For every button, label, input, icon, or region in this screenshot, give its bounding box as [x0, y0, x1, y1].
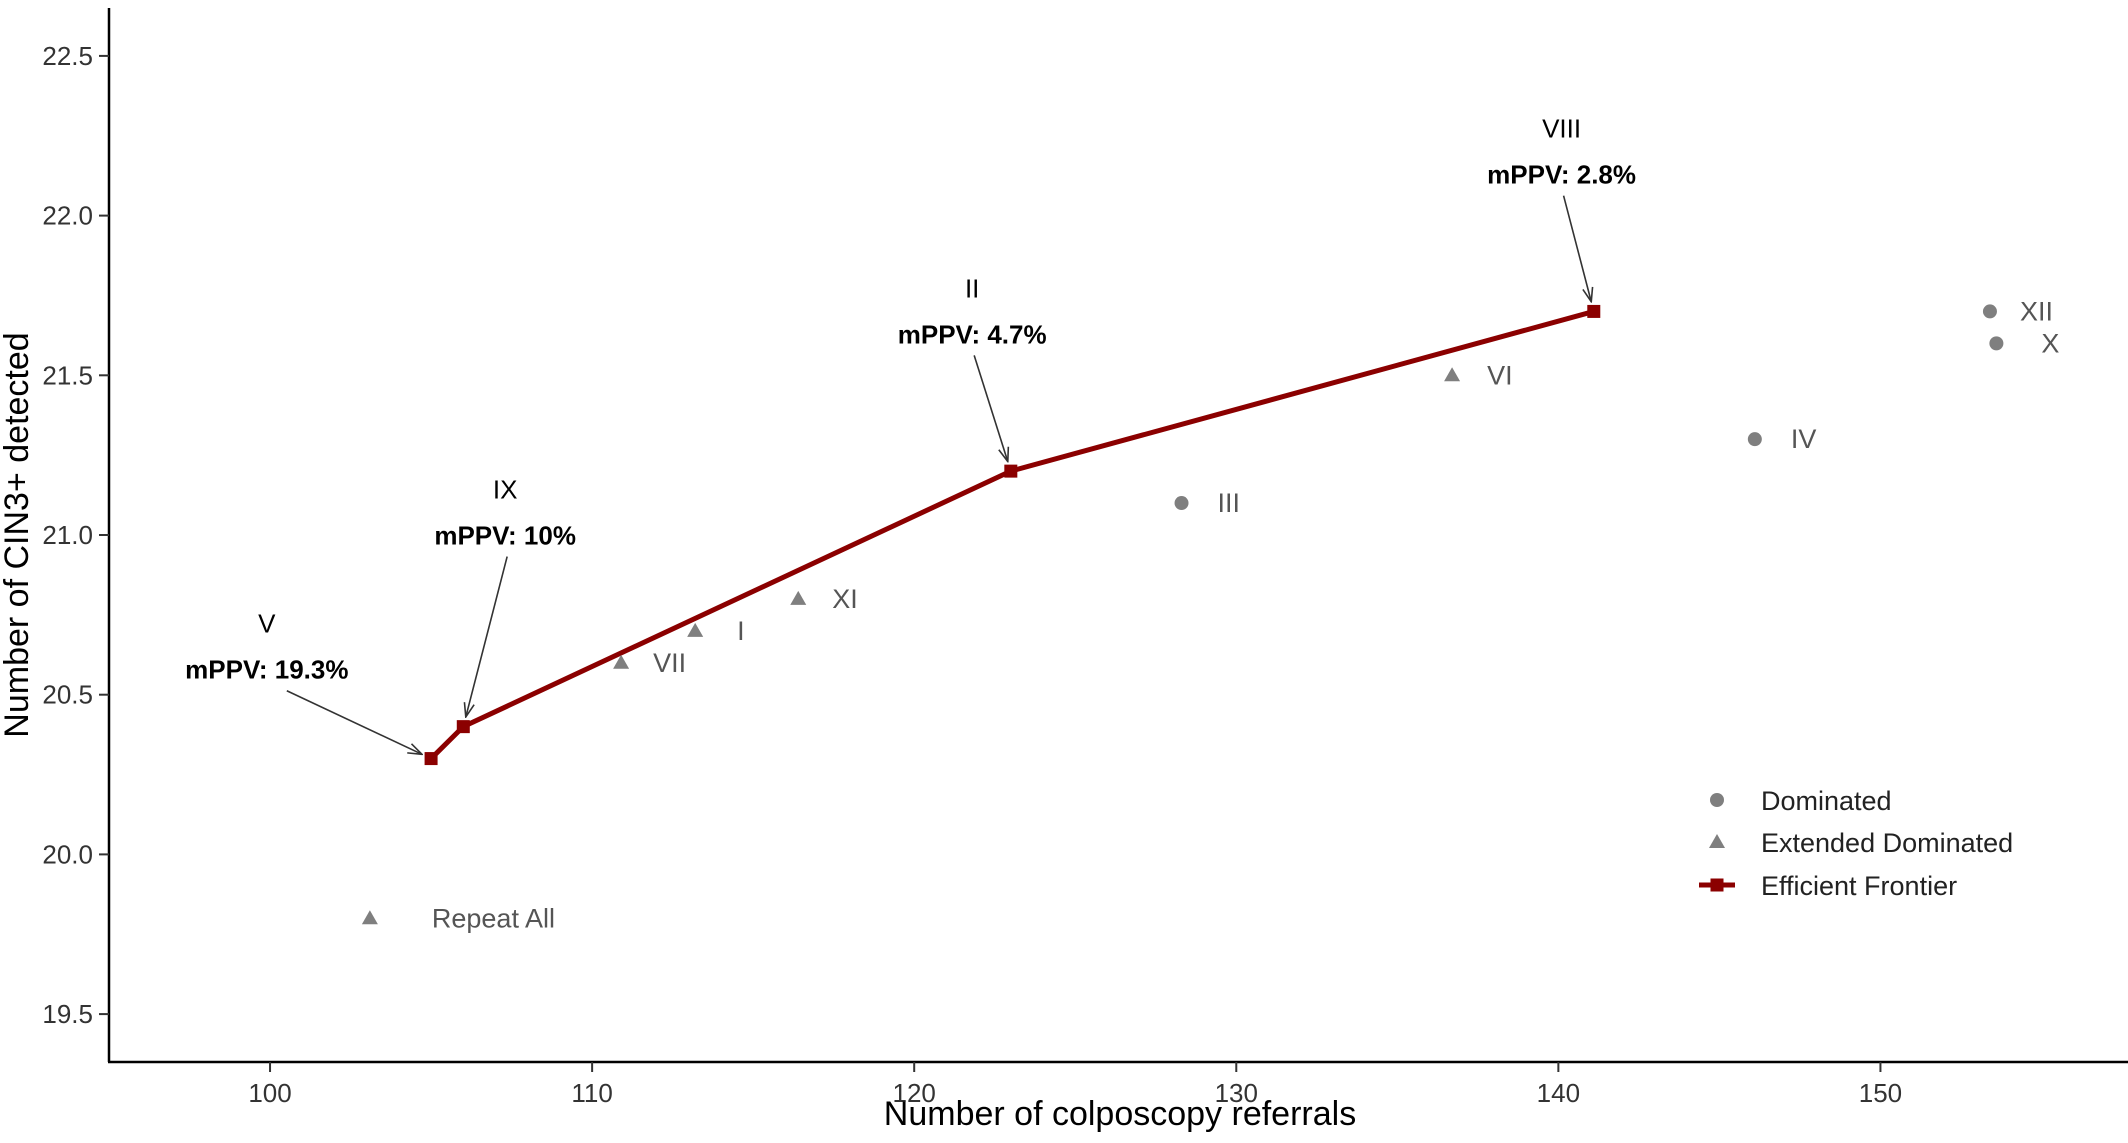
point-label-x: X [2041, 328, 2059, 358]
y-tick-label: 22.0 [42, 201, 93, 231]
point-label-repeat-all: Repeat All [432, 903, 555, 933]
legend-label-extended-dominated: Extended Dominated [1761, 828, 2013, 858]
annotation-name-viii: VIII [1542, 114, 1581, 144]
dominated-point-iii [1174, 496, 1189, 511]
point-label-i: I [737, 616, 745, 646]
x-tick-label: 120 [893, 1078, 936, 1108]
extended-dominated-point-vi [1444, 367, 1461, 382]
annotation-value-ix: mPPV: 10% [434, 521, 576, 551]
ticks: 100 110 120 130 140 150 19.5 20.0 20.5 21.0 21.5 22… [42, 41, 1902, 1108]
extended-dominated-point-vii [613, 654, 630, 669]
extended-dominated-point-i [687, 622, 704, 637]
legend-label-efficient-frontier: Efficient Frontier [1761, 871, 1957, 901]
x-axis-title: Number of colposcopy referrals [884, 1095, 1356, 1133]
x-tick-label: 100 [248, 1078, 291, 1108]
frontier-point-ix [456, 720, 470, 734]
annotation-name-v: V [258, 609, 276, 639]
point-label-vi: VI [1487, 360, 1513, 390]
legend-key-dominated [1710, 793, 1724, 807]
x-tick-label: 150 [1859, 1078, 1902, 1108]
extended-dominated-point-xi [790, 590, 807, 605]
frontier-point-v [424, 752, 438, 766]
frontier-point-ii [1004, 464, 1018, 478]
annotation-value-ii: mPPV: 4.7% [898, 319, 1047, 349]
dominated-point-iv [1747, 432, 1762, 447]
legend: Dominated Extended Dominated Efficient Fro… [1699, 786, 2013, 901]
y-tick-label: 21.0 [42, 520, 93, 550]
frontier-point-viii [1587, 304, 1601, 318]
annotation-name-ii: II [965, 273, 979, 303]
y-tick-label: 20.5 [42, 680, 93, 710]
annotation-arrow-ix [466, 556, 508, 717]
x-tick-label: 110 [571, 1078, 612, 1108]
legend-key-extended-dominated [1709, 834, 1725, 848]
extended-dominated-point-repeat-all [361, 910, 378, 925]
efficient-frontier-line [429, 309, 1595, 761]
y-tick-label: 19.5 [42, 999, 93, 1029]
x-tick-label: 130 [1215, 1078, 1258, 1108]
annotation-arrow-v [286, 690, 422, 755]
efficient-frontier-line-layer [429, 309, 1595, 761]
dominated-point-xii [1982, 304, 1997, 319]
point-label-iii: III [1218, 488, 1241, 518]
annotation-arrow-viii [1562, 195, 1592, 302]
legend-label-dominated: Dominated [1761, 786, 1892, 816]
annotation-value-viii: mPPV: 2.8% [1487, 160, 1636, 190]
annotation-name-ix: IX [493, 475, 518, 505]
y-tick-label: 20.0 [42, 839, 93, 869]
x-tick-label: 140 [1537, 1078, 1580, 1108]
point-label-iv: IV [1791, 424, 1817, 454]
dominated-point-x [1989, 336, 2004, 351]
annotation-value-v: mPPV: 19.3% [185, 655, 348, 685]
axes [107, 8, 2128, 1064]
legend-key-efficient-frontier [1710, 878, 1724, 892]
point-label-xi: XI [832, 584, 858, 614]
point-label-xii: XII [2020, 296, 2053, 326]
y-tick-label: 22.5 [42, 41, 93, 71]
annotation-arrow-ii [973, 355, 1008, 461]
point-label-vii: VII [653, 648, 686, 678]
y-tick-label: 21.5 [42, 360, 93, 390]
y-axis-title: Number of CIN3+ detected [0, 332, 36, 737]
